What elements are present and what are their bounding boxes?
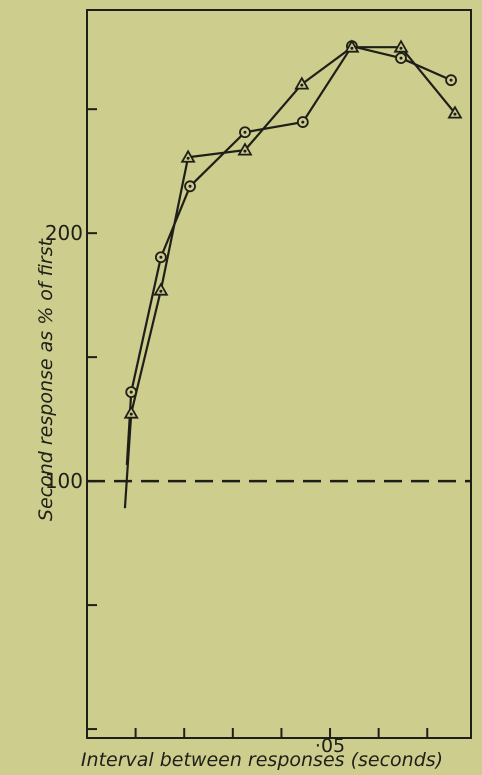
marker-dot [159, 255, 163, 259]
marker-dot [243, 149, 247, 153]
x-axis-label: Interval between responses (seconds) [81, 749, 443, 771]
triangle-marker [237, 142, 253, 156]
triangle-marker [344, 39, 360, 53]
triangle-marker [153, 282, 169, 296]
triangle-marker [180, 149, 196, 163]
marker-dot [449, 78, 453, 82]
x-tick-label: ·05 [315, 735, 345, 757]
triangle-marker [294, 76, 310, 90]
triangle-marker [393, 39, 409, 53]
triangle-marker [447, 105, 463, 119]
marker-dot [129, 390, 133, 394]
marker-dot [159, 289, 163, 293]
triangle-marker [123, 405, 139, 419]
plot-frame [86, 9, 472, 739]
marker-dot [300, 83, 304, 87]
y-tick-label: 100 [45, 469, 83, 493]
marker-dot [129, 412, 133, 416]
marker-dot [399, 56, 403, 60]
marker-dot [188, 184, 192, 188]
marker-dot [301, 120, 305, 124]
marker-dot [453, 112, 457, 116]
y-tick-label: 200 [45, 221, 83, 245]
marker-dot [350, 46, 354, 50]
y-axis-label: Second response as % of first [35, 237, 57, 521]
marker-dot [186, 156, 190, 160]
marker-dot [243, 130, 247, 134]
marker-dot [399, 46, 403, 50]
